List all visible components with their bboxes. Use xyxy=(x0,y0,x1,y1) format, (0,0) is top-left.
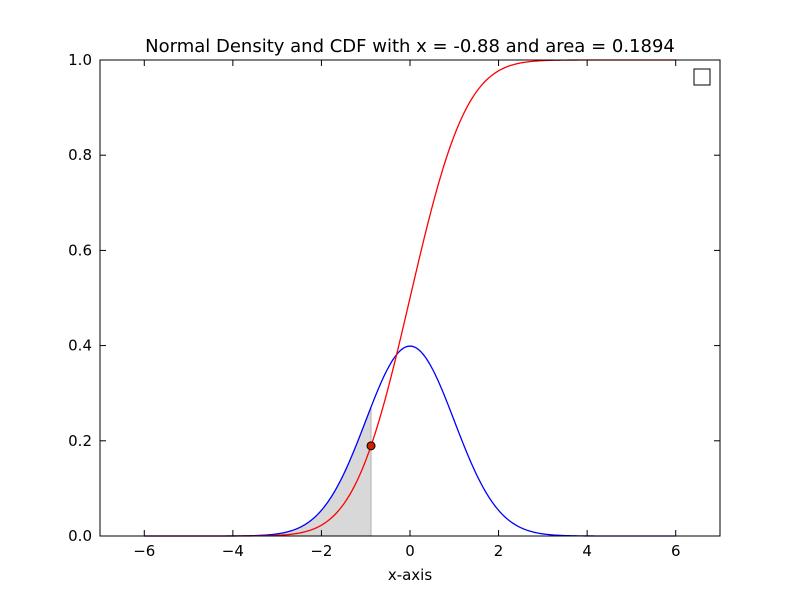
x-tick-label: 0 xyxy=(405,542,415,560)
curves-layer xyxy=(144,59,676,537)
y-tick-label: 0.2 xyxy=(68,432,92,450)
point-marker xyxy=(366,441,376,451)
legend-box xyxy=(693,68,711,86)
plot-area-frame xyxy=(99,59,721,537)
y-tick-label: 0.4 xyxy=(68,337,92,355)
x-tick-label: 2 xyxy=(494,542,504,560)
y-tick-label: 0.8 xyxy=(68,146,92,164)
shaded-area xyxy=(144,406,372,537)
y-tick-label: 0.0 xyxy=(68,527,92,545)
x-tick-label: 6 xyxy=(671,542,681,560)
x-tick-label: −6 xyxy=(133,542,155,560)
ticks-layer: −6 −4 −2 0 2 4 6 0.0 0.2 0.4 0.6 0.8 1.0 xyxy=(68,51,720,560)
x-axis-label: x-axis xyxy=(388,566,433,584)
x-tick-label: −2 xyxy=(310,542,332,560)
shaded-area-layer xyxy=(144,406,372,537)
series-line-pdf xyxy=(144,345,676,537)
y-tick-label: 1.0 xyxy=(68,51,92,69)
series-line-cdf xyxy=(144,59,676,537)
x-tick-label: 4 xyxy=(582,542,592,560)
y-tick-label: 0.6 xyxy=(68,241,92,259)
chart-title: Normal Density and CDF with x = -0.88 an… xyxy=(145,36,675,57)
x-tick-label: −4 xyxy=(222,542,244,560)
